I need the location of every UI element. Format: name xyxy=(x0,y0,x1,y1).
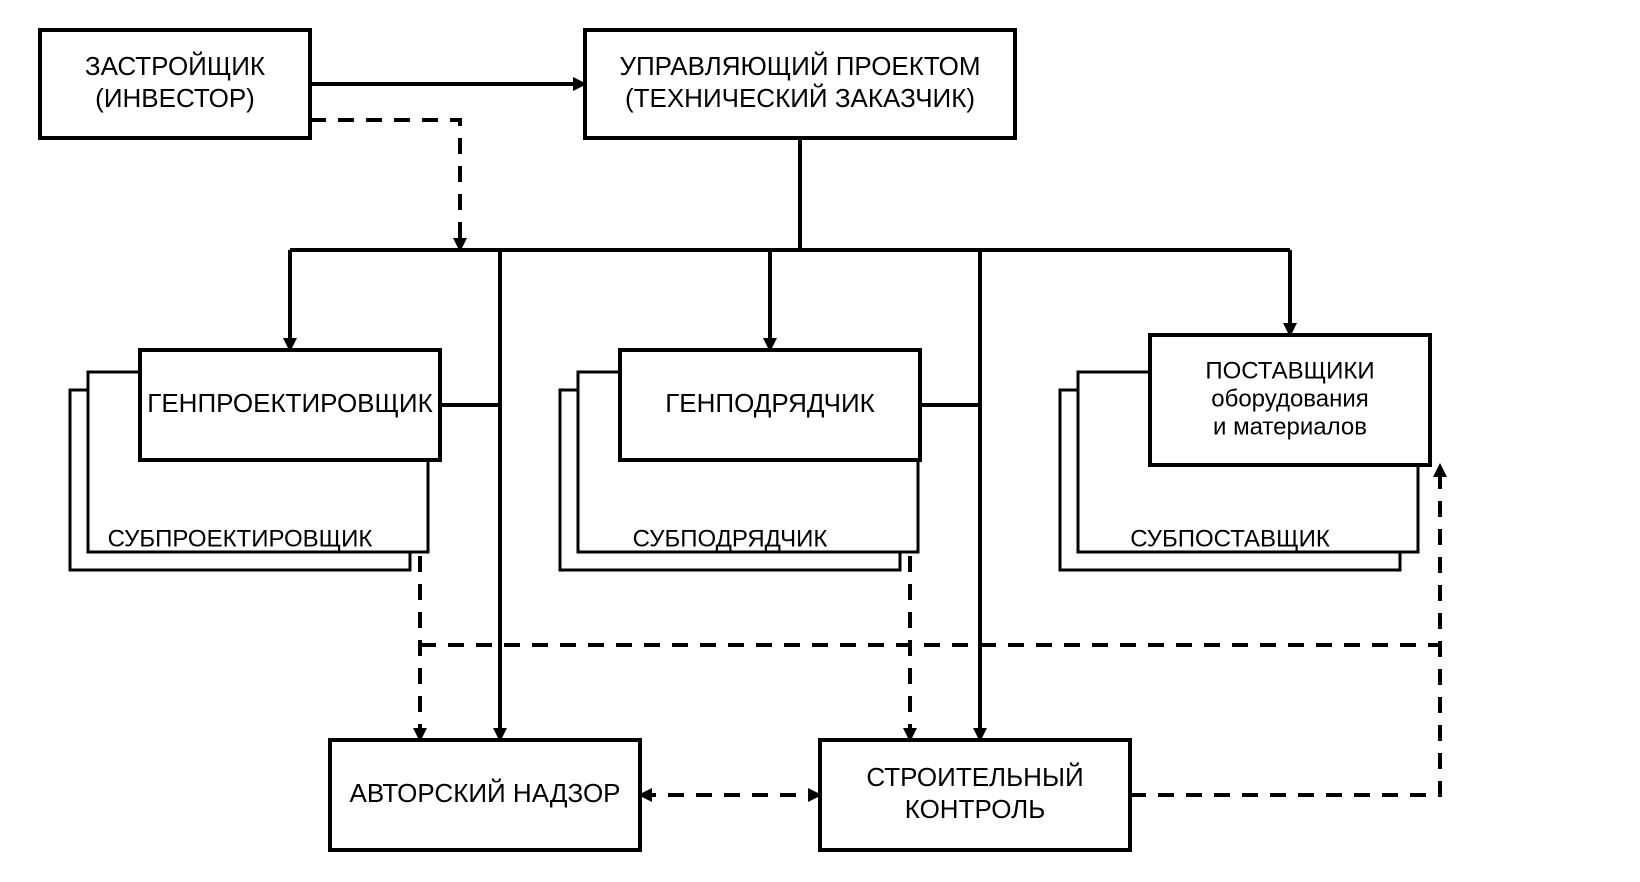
node-author-supervision: АВТОРСКИЙ НАДЗОР xyxy=(330,740,640,850)
developer-line1: ЗАСТРОЙЩИК xyxy=(85,51,265,81)
pm-line2: (ТЕХНИЧЕСКИЙ ЗАКАЗЧИК) xyxy=(625,83,975,113)
node-designer: СУБПРОЕКТИРОВЩИК ГЕНПРОЕКТИРОВЩИК xyxy=(70,350,440,570)
designer-sub-label: СУБПРОЕКТИРОВЩИК xyxy=(108,525,373,552)
edge-dev-dashed-down xyxy=(310,120,460,250)
author-label: АВТОРСКИЙ НАДЗОР xyxy=(349,778,620,808)
pm-line1: УПРАВЛЯЮЩИЙ ПРОЕКТОМ xyxy=(619,51,980,81)
developer-line2: (ИНВЕСТОР) xyxy=(95,83,255,113)
contractor-main-label: ГЕНПОДРЯДЧИК xyxy=(665,388,875,418)
node-developer: ЗАСТРОЙЩИК(ИНВЕСТОР) xyxy=(40,30,310,138)
node-contractor: СУБПОДРЯДЧИК ГЕНПОДРЯДЧИК xyxy=(560,350,920,570)
node-project-manager: УПРАВЛЯЮЩИЙ ПРОЕКТОМ(ТЕХНИЧЕСКИЙ ЗАКАЗЧИ… xyxy=(585,30,1015,138)
control-line1: СТРОИТЕЛЬНЫЙ xyxy=(866,762,1083,792)
supplier-sub-label: СУБПОСТАВЩИК xyxy=(1130,525,1330,552)
supplier-main-label-0: ПОСТАВЩИКИ xyxy=(1205,357,1374,384)
supplier-main-label-2: и материалов xyxy=(1213,413,1367,440)
nodes: ЗАСТРОЙЩИК(ИНВЕСТОР) УПРАВЛЯЮЩИЙ ПРОЕКТОМ… xyxy=(40,30,1430,850)
node-supplier: СУБПОСТАВЩИК ПОСТАВЩИКИоборудованияи мате… xyxy=(1060,335,1430,570)
supplier-main-label-1: оборудования xyxy=(1211,385,1369,412)
contractor-sub-label: СУБПОДРЯДЧИК xyxy=(633,525,828,552)
diagram-canvas: ЗАСТРОЙЩИК(ИНВЕСТОР) УПРАВЛЯЮЩИЙ ПРОЕКТОМ… xyxy=(0,0,1640,882)
node-construction-control: СТРОИТЕЛЬНЫЙКОНТРОЛЬ xyxy=(820,740,1130,850)
designer-main-label: ГЕНПРОЕКТИРОВЩИК xyxy=(147,388,432,418)
control-line2: КОНТРОЛЬ xyxy=(905,794,1046,824)
